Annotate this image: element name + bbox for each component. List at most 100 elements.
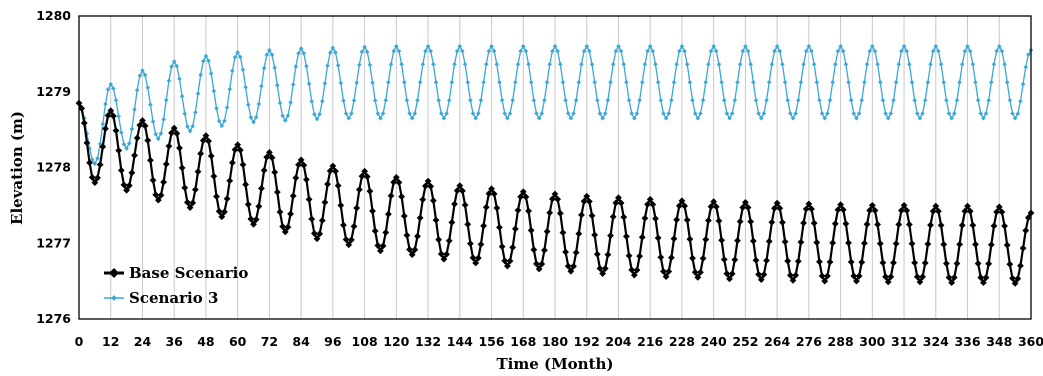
data-point-base-scenario-m273: [797, 238, 805, 246]
data-point-scenario-3-m78: [283, 118, 288, 123]
data-point-base-scenario-m204: [615, 194, 622, 202]
data-point-base-scenario-m107: [358, 172, 366, 180]
data-point-base-scenario-m310: [895, 221, 903, 228]
data-point-base-scenario-m160: [498, 243, 506, 251]
data-point-base-scenario-m120: [392, 173, 400, 181]
data-point-base-scenario-m325: [935, 207, 942, 215]
data-point-base-scenario-m145: [459, 187, 466, 195]
data-point-scenario-3-m128: [415, 98, 420, 103]
data-point-base-scenario-m324: [932, 202, 940, 210]
data-point-base-scenario-m201: [607, 232, 614, 240]
data-point-base-scenario-m221: [660, 268, 667, 275]
data-point-base-scenario-m227: [675, 202, 683, 210]
x-tick-label-144: 144: [447, 334, 473, 349]
x-tick-label-324: 324: [923, 334, 949, 349]
data-point-base-scenario-m25: [141, 122, 149, 130]
x-tick-label-228: 228: [669, 334, 695, 349]
data-point-base-scenario-m115: [379, 242, 387, 250]
data-point-base-scenario-m100: [340, 221, 347, 229]
data-point-base-scenario-m335: [961, 207, 969, 215]
data-point-scenario-3-m149: [470, 111, 476, 116]
data-point-scenario-3-m13: [111, 86, 116, 91]
data-point-base-scenario-m349: [998, 208, 1006, 216]
data-point-base-scenario-m330: [948, 279, 956, 287]
data-point-base-scenario-m67: [252, 216, 260, 223]
data-point-base-scenario-m237: [702, 236, 710, 243]
data-point-base-scenario-m207: [623, 233, 630, 240]
data-point-base-scenario-m28: [149, 176, 157, 184]
x-tick-label-168: 168: [510, 334, 536, 349]
x-tick-label-156: 156: [478, 334, 504, 349]
data-point-base-scenario-m249: [734, 237, 741, 244]
data-point-scenario-3-m60: [235, 50, 240, 55]
data-point-base-scenario-m196: [593, 250, 601, 258]
data-point-base-scenario-m51: [210, 172, 218, 180]
data-point-base-scenario-m163: [506, 257, 514, 265]
x-tick-label-336: 336: [954, 334, 980, 349]
data-point-base-scenario-m298: [863, 220, 871, 228]
data-point-base-scenario-m65: [247, 215, 255, 223]
data-point-base-scenario-m219: [654, 234, 662, 242]
data-point-base-scenario-m203: [612, 199, 620, 207]
data-point-base-scenario-m123: [400, 212, 408, 220]
data-point-scenario-3-m52: [214, 106, 219, 111]
data-point-base-scenario-m42: [186, 204, 194, 212]
data-point-base-scenario-m106: [355, 186, 363, 194]
data-point-scenario-3-m70: [261, 65, 267, 71]
data-point-base-scenario-m137: [437, 250, 445, 258]
data-point-scenario-3-m104: [351, 98, 357, 103]
data-point-base-scenario-m37: [173, 130, 181, 137]
data-point-scenario-3-m16: [119, 130, 124, 135]
data-point-base-scenario-m251: [739, 204, 747, 211]
data-point-base-scenario-m110: [366, 187, 374, 195]
data-point-base-scenario-m166: [514, 206, 522, 214]
legend-label-base-scenario: Base Scenario: [129, 264, 248, 282]
data-point-base-scenario-m11: [104, 112, 112, 119]
data-point-base-scenario-m76: [276, 208, 284, 216]
data-point-scenario-3-m134: [431, 62, 436, 67]
data-point-base-scenario-m192: [583, 192, 591, 200]
data-point-scenario-3-m139: [444, 111, 449, 116]
data-point-scenario-3-m51: [211, 88, 217, 94]
data-point-base-scenario-m68: [255, 202, 263, 210]
data-point-scenario-3-m26: [145, 85, 151, 90]
data-point-base-scenario-m47: [199, 137, 207, 144]
data-point-scenario-3-m41: [185, 124, 190, 129]
data-point-base-scenario-m359: [1024, 214, 1032, 222]
data-point-base-scenario-m60: [234, 141, 242, 149]
y-axis-title: Elevation (m): [8, 111, 26, 225]
data-point-base-scenario-m66: [250, 220, 257, 228]
x-tick-label-108: 108: [352, 334, 378, 349]
data-point-scenario-3-m59: [232, 55, 238, 60]
data-point-base-scenario-m289: [839, 206, 847, 214]
data-point-base-scenario-m154: [482, 203, 490, 211]
data-point-base-scenario-m144: [456, 182, 464, 190]
data-point-base-scenario-m59: [231, 146, 239, 153]
data-point-base-scenario-m74: [271, 168, 279, 176]
data-point-base-scenario-m326: [937, 221, 945, 229]
data-point-base-scenario-m141: [448, 219, 456, 226]
data-point-base-scenario-m297: [861, 239, 868, 247]
data-point-base-scenario-m183: [559, 229, 567, 237]
data-point-base-scenario-m165: [511, 225, 519, 233]
data-point-scenario-3-m75: [275, 83, 280, 88]
data-point-base-scenario-m334: [958, 221, 966, 229]
data-point-scenario-3-m32: [161, 117, 166, 122]
data-point-base-scenario-m12: [107, 107, 115, 115]
data-point-base-scenario-m127: [411, 246, 419, 254]
data-point-base-scenario-m96: [329, 162, 337, 170]
data-point-scenario-3-m48: [203, 53, 209, 59]
data-point-base-scenario-m162: [504, 262, 511, 270]
data-point-base-scenario-m215: [644, 200, 651, 208]
data-point-base-scenario-m176: [541, 246, 548, 254]
x-tick-label-192: 192: [574, 334, 600, 349]
data-point-base-scenario-m132: [424, 177, 432, 185]
data-point-scenario-3-m9: [100, 121, 106, 127]
data-point-base-scenario-m6: [91, 179, 99, 187]
data-point-scenario-3-m94: [325, 63, 330, 68]
data-point-scenario-3-m14: [113, 98, 119, 103]
data-point-base-scenario-m180: [551, 190, 559, 198]
data-point-base-scenario-m80: [287, 210, 294, 218]
data-point-base-scenario-m94: [324, 180, 331, 188]
